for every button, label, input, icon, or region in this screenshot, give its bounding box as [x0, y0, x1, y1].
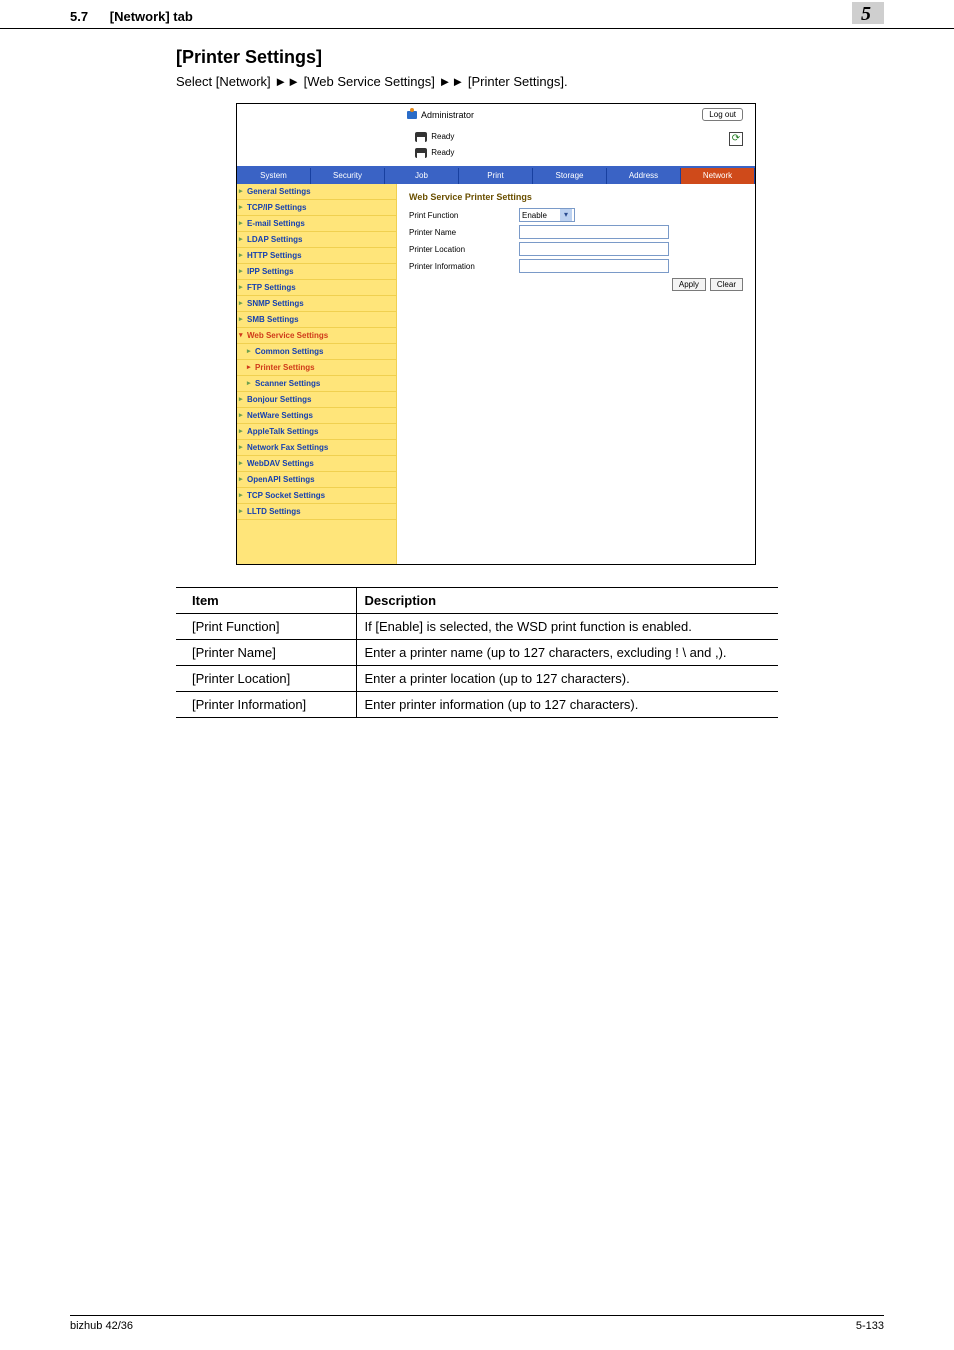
sidebar-item[interactable]: OpenAPI Settings [237, 472, 396, 488]
header-left: 5.7 [Network] tab [70, 9, 193, 24]
sidebar-item[interactable]: Bonjour Settings [237, 392, 396, 408]
cell-item: [Printer Information] [176, 692, 356, 718]
table-row: [Printer Location] Enter a printer locat… [176, 666, 778, 692]
cell-desc: If [Enable] is selected, the WSD print f… [356, 614, 778, 640]
printer-icon-2 [415, 148, 427, 158]
page-header: 5.7 [Network] tab 5 [0, 0, 954, 29]
sidebar-item[interactable]: Network Fax Settings [237, 440, 396, 456]
sidebar-item[interactable]: LDAP Settings [237, 232, 396, 248]
lead: Select [Network] ►► [Web Service Setting… [176, 74, 778, 89]
sidebar-item[interactable]: HTTP Settings [237, 248, 396, 264]
sidebar-item[interactable]: SMB Settings [237, 312, 396, 328]
tab-row: System Security Job Print Storage Addres… [237, 168, 755, 184]
content: [Printer Settings] Select [Network] ►► [… [0, 47, 954, 718]
admin-icon [407, 111, 419, 121]
sidebar-item[interactable]: FTP Settings [237, 280, 396, 296]
ready-2-text: Ready [431, 148, 454, 157]
input-printer-location[interactable] [519, 242, 669, 256]
chevron-down-icon: ▾ [560, 209, 572, 221]
screenshot-top: Administrator Log out ⟳ Ready Ready [237, 104, 755, 168]
footer-right: 5-133 [856, 1320, 884, 1332]
tab-storage[interactable]: Storage [533, 168, 607, 184]
sidebar-item[interactable]: TCP/IP Settings [237, 200, 396, 216]
col-item: Item [176, 588, 356, 614]
sidebar-sub-current[interactable]: Printer Settings [237, 360, 396, 376]
col-desc: Description [356, 588, 778, 614]
refresh-button[interactable]: ⟳ [729, 132, 743, 146]
apply-button[interactable]: Apply [672, 278, 706, 291]
sidebar-item[interactable]: SNMP Settings [237, 296, 396, 312]
cell-item: [Printer Location] [176, 666, 356, 692]
label-print-function: Print Function [409, 211, 519, 220]
page-title: [Printer Settings] [176, 47, 778, 68]
button-row: Apply Clear [672, 278, 743, 291]
row-printer-location: Printer Location [409, 242, 743, 256]
main-pane: Web Service Printer Settings Print Funct… [397, 184, 755, 564]
table-row: [Print Function] If [Enable] is selected… [176, 614, 778, 640]
lead-post: [Printer Settings]. [464, 74, 567, 89]
select-print-function[interactable]: Enable ▾ [519, 208, 575, 222]
footer-left: bizhub 42/36 [70, 1320, 133, 1332]
ready-2: Ready [415, 148, 454, 158]
main-heading: Web Service Printer Settings [409, 192, 743, 202]
cell-desc: Enter a printer name (up to 127 characte… [356, 640, 778, 666]
tab-security[interactable]: Security [311, 168, 385, 184]
input-printer-name[interactable] [519, 225, 669, 239]
sidebar: General Settings TCP/IP Settings E-mail … [237, 184, 397, 564]
arrow-2: ►► [439, 74, 465, 89]
select-value: Enable [522, 211, 547, 220]
chapter-num: 5 [852, 2, 884, 24]
section-title: [Network] tab [110, 9, 193, 24]
cell-item: [Printer Name] [176, 640, 356, 666]
sidebar-item[interactable]: LLTD Settings [237, 504, 396, 520]
sidebar-sub[interactable]: Common Settings [237, 344, 396, 360]
label-printer-location: Printer Location [409, 245, 519, 254]
lead-pre: Select [Network] [176, 74, 274, 89]
admin-text: Administrator [421, 110, 474, 120]
input-printer-info[interactable] [519, 259, 669, 273]
printer-icon-1 [415, 132, 427, 142]
tab-job[interactable]: Job [385, 168, 459, 184]
label-printer-name: Printer Name [409, 228, 519, 237]
sidebar-item[interactable]: TCP Socket Settings [237, 488, 396, 504]
sidebar-item[interactable]: General Settings [237, 184, 396, 200]
cell-item: [Print Function] [176, 614, 356, 640]
tab-print[interactable]: Print [459, 168, 533, 184]
row-print-function: Print Function Enable ▾ [409, 208, 743, 222]
sidebar-sub[interactable]: Scanner Settings [237, 376, 396, 392]
table-row: [Printer Information] Enter printer info… [176, 692, 778, 718]
footer: bizhub 42/36 5-133 [70, 1315, 884, 1332]
section-num: 5.7 [70, 9, 88, 24]
tab-address[interactable]: Address [607, 168, 681, 184]
screenshot-panel: Administrator Log out ⟳ Ready Ready Syst… [236, 103, 756, 565]
logout-button[interactable]: Log out [702, 108, 743, 121]
cell-desc: Enter printer information (up to 127 cha… [356, 692, 778, 718]
tab-network[interactable]: Network [681, 168, 755, 184]
lead-mid: [Web Service Settings] [300, 74, 439, 89]
cell-desc: Enter a printer location (up to 127 char… [356, 666, 778, 692]
label-printer-info: Printer Information [409, 262, 519, 271]
screenshot-body: General Settings TCP/IP Settings E-mail … [237, 184, 755, 564]
sidebar-item-expanded[interactable]: Web Service Settings [237, 328, 396, 344]
ready-1-text: Ready [431, 132, 454, 141]
sidebar-item[interactable]: WebDAV Settings [237, 456, 396, 472]
sidebar-item[interactable]: NetWare Settings [237, 408, 396, 424]
ready-1: Ready [415, 132, 454, 142]
sidebar-item[interactable]: E-mail Settings [237, 216, 396, 232]
desc-table: Item Description [Print Function] If [En… [176, 587, 778, 718]
arrow-1: ►► [274, 74, 300, 89]
admin-label: Administrator [407, 110, 474, 121]
sidebar-item[interactable]: IPP Settings [237, 264, 396, 280]
row-printer-info: Printer Information [409, 259, 743, 273]
clear-button[interactable]: Clear [710, 278, 743, 291]
table-row: [Printer Name] Enter a printer name (up … [176, 640, 778, 666]
row-printer-name: Printer Name [409, 225, 743, 239]
sidebar-item[interactable]: AppleTalk Settings [237, 424, 396, 440]
tab-system[interactable]: System [237, 168, 311, 184]
